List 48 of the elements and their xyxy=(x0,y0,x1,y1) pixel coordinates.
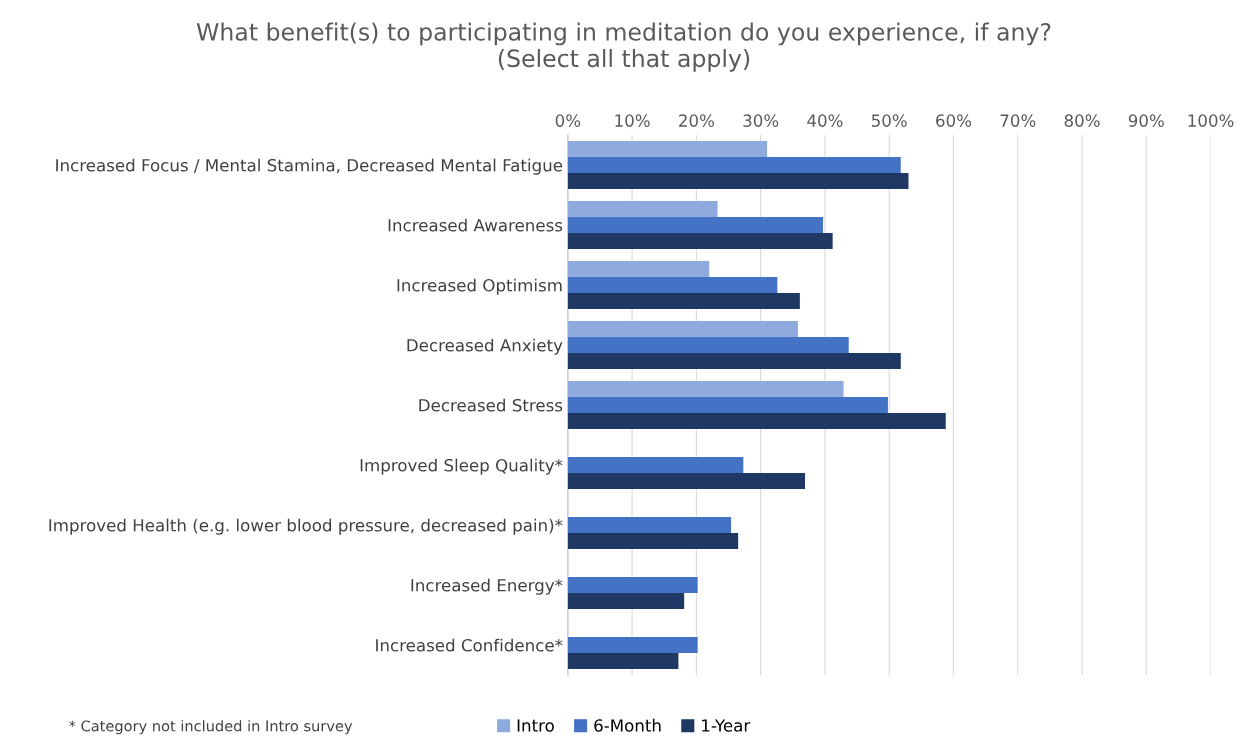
bar xyxy=(567,381,844,397)
bar xyxy=(567,141,768,157)
chart-title: What benefit(s) to participating in meditation do you experience, if any? (Select all that apply) xyxy=(196,22,1051,72)
legend-label: Intro xyxy=(517,719,554,732)
x-tick-label: 50% xyxy=(871,114,907,127)
y-tick-label: Decreased Anxiety xyxy=(407,338,563,355)
x-tick-label: 100% xyxy=(1188,114,1234,127)
x-tick-label: 20% xyxy=(679,114,714,127)
x-tick-label: 90% xyxy=(1128,114,1164,127)
bar xyxy=(567,233,833,249)
y-tick-label: Increased Awareness xyxy=(388,218,563,232)
x-tick-label: 30% xyxy=(743,114,779,127)
bar xyxy=(567,593,685,609)
bar xyxy=(567,577,698,593)
y-tick-label: Increased Energy* xyxy=(411,578,563,595)
y-tick-label: Improved Sleep Quality* xyxy=(360,458,563,475)
bar xyxy=(567,653,679,669)
bar xyxy=(567,413,946,429)
x-tick-label: 10% xyxy=(615,114,650,127)
x-tick-label: 70% xyxy=(1000,114,1036,127)
y-tick-label: Increased Confidence* xyxy=(376,638,563,652)
text: * Category not included in Intro survey xyxy=(69,720,353,735)
y-tick-label: Decreased Stress xyxy=(419,398,563,412)
legend-label: 6-Month xyxy=(594,718,661,732)
bar xyxy=(567,293,800,309)
y-tick-label: Improved Health (e.g. lower blood pressure, decreased pain)* xyxy=(49,518,563,535)
bar xyxy=(567,637,698,653)
bar xyxy=(567,473,805,489)
bar xyxy=(567,457,744,473)
bar xyxy=(567,353,901,369)
bar xyxy=(567,517,732,533)
bar xyxy=(567,261,710,277)
legend-label: 1-Year xyxy=(702,719,751,732)
x-tick-label: 80% xyxy=(1064,114,1100,127)
bar xyxy=(567,157,901,173)
y-tick-label: Increased Optimism xyxy=(397,278,562,295)
bar xyxy=(567,173,909,189)
bar xyxy=(567,337,849,353)
x-tick-label: 40% xyxy=(807,114,843,127)
bar xyxy=(567,201,718,217)
bar xyxy=(567,533,739,549)
bar xyxy=(567,321,798,337)
x-tick-label: 60% xyxy=(936,114,972,127)
bar xyxy=(567,277,778,293)
x-tick-label: 0% xyxy=(555,114,581,127)
bar xyxy=(567,217,823,233)
y-tick-label: Increased Focus / Mental Stamina, Decreased Mental Fatigue xyxy=(56,158,563,175)
bar xyxy=(567,397,888,413)
